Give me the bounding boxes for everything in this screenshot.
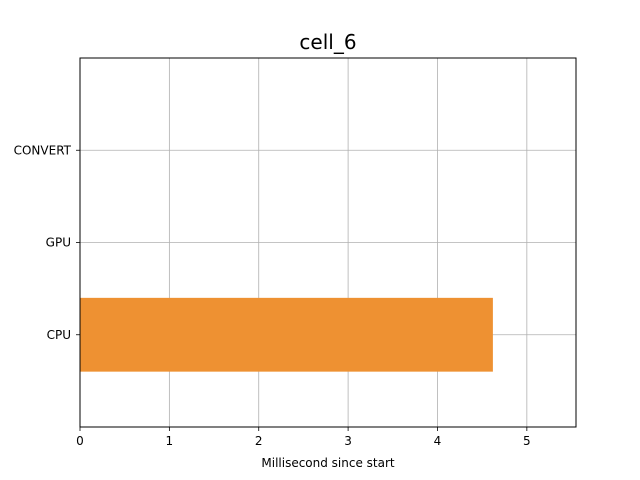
chart-title: cell_6 <box>299 30 356 54</box>
y-tick-label-gpu: GPU <box>46 236 71 250</box>
x-tick-label: 5 <box>523 434 531 448</box>
x-tick-label: 2 <box>255 434 263 448</box>
x-tick-label: 0 <box>76 434 84 448</box>
x-axis-label: Millisecond since start <box>261 456 395 470</box>
bars <box>80 297 493 372</box>
bar-cpu <box>80 297 493 372</box>
y-axis-ticks: CPU GPU CONVERT <box>14 143 80 342</box>
x-tick-label: 3 <box>344 434 352 448</box>
x-tick-label: 4 <box>434 434 442 448</box>
x-axis-ticks: 0 1 2 3 4 5 <box>76 427 531 448</box>
y-tick-label-convert: CONVERT <box>14 143 72 157</box>
y-tick-label-cpu: CPU <box>47 328 71 342</box>
x-tick-label: 1 <box>166 434 174 448</box>
